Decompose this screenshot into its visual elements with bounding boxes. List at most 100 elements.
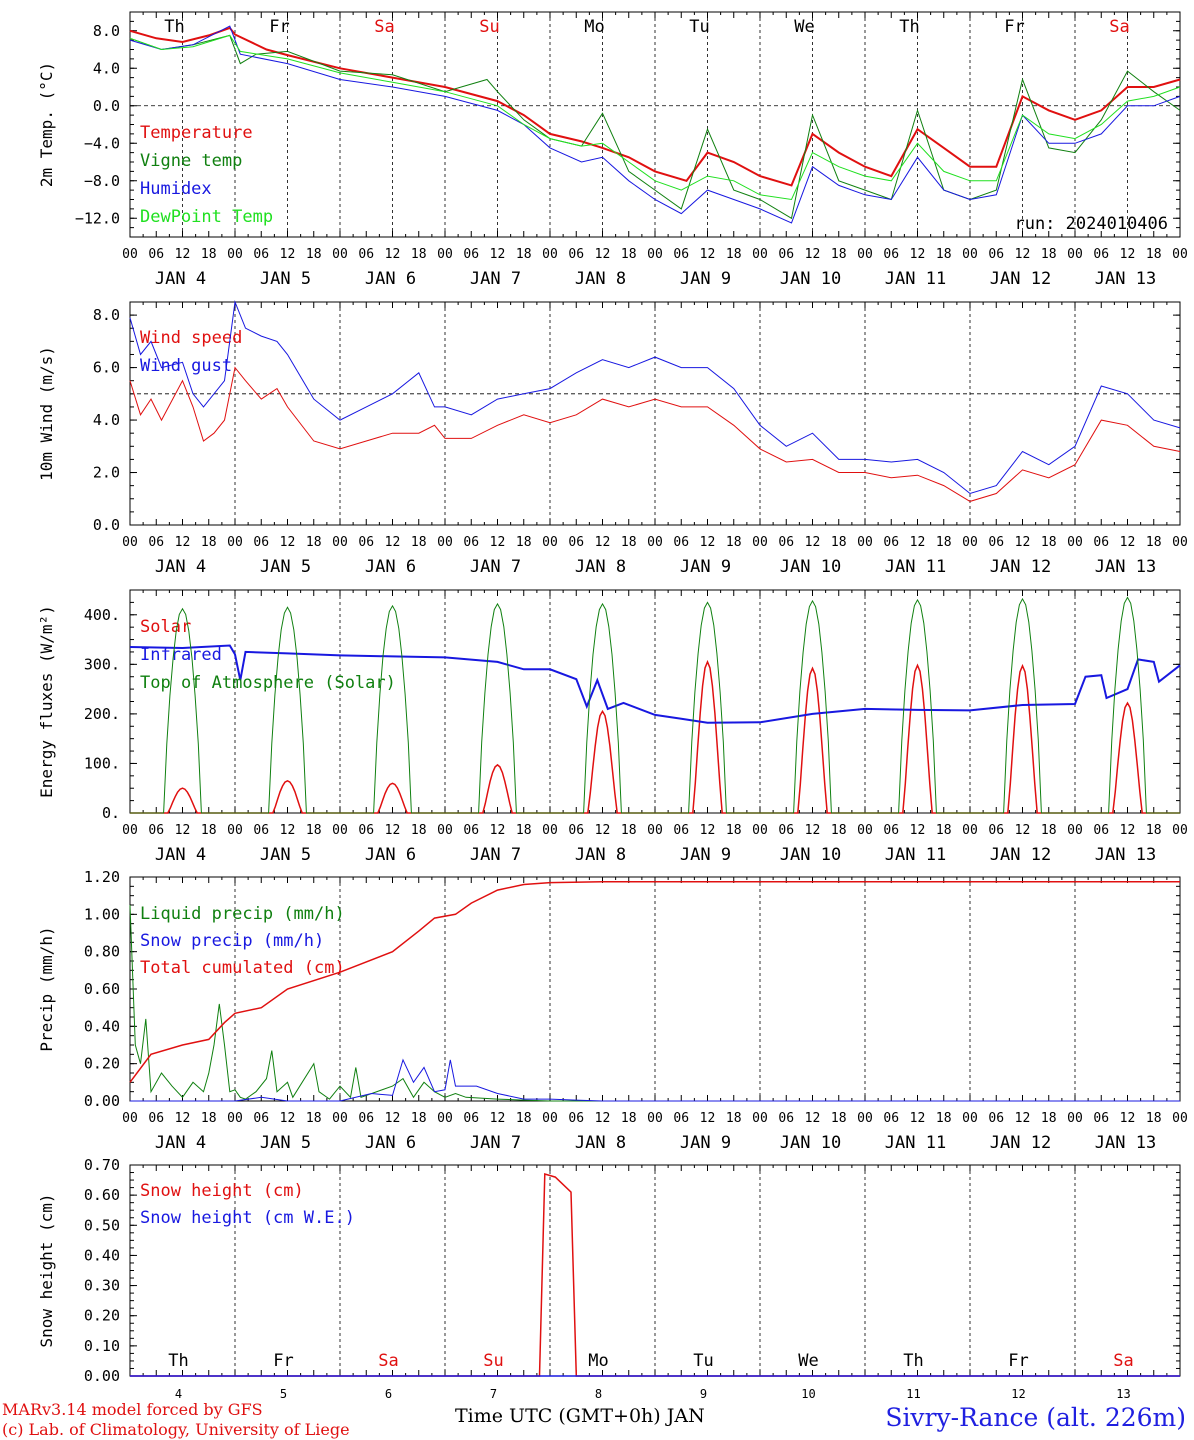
weekday-label: Th bbox=[168, 1351, 188, 1371]
date-label: JAN 4 bbox=[155, 557, 206, 577]
plot-frame bbox=[129, 301, 1181, 526]
series-line-dewpoint-temp bbox=[129, 34, 1181, 201]
weekday-label: Tu bbox=[689, 17, 709, 37]
weekday-label: Su bbox=[483, 1351, 503, 1371]
hour-tick-label: 18 bbox=[936, 1111, 952, 1126]
y-tick-label: 8.0 bbox=[93, 306, 120, 324]
hour-tick-label: 00 bbox=[857, 247, 873, 262]
hour-tick-label: 12 bbox=[490, 535, 506, 550]
y-axis-label: 2m Temp. (°C) bbox=[37, 62, 56, 187]
hour-tick-label: 18 bbox=[831, 247, 847, 262]
hour-tick-label: 00 bbox=[857, 535, 873, 550]
hour-tick-label: 00 bbox=[122, 247, 138, 262]
y-tick-label: 0.0 bbox=[93, 97, 120, 115]
hour-tick-label: 18 bbox=[726, 247, 742, 262]
hour-tick-label: 00 bbox=[752, 823, 768, 838]
y-tick-label: 200. bbox=[84, 705, 120, 723]
legend-entry: Snow height (cm) bbox=[140, 1181, 304, 1201]
date-label: JAN 13 bbox=[1095, 269, 1156, 289]
y-tick-label: −8.0 bbox=[84, 172, 120, 190]
hour-tick-label: 00 bbox=[332, 535, 348, 550]
date-label: JAN 10 bbox=[780, 269, 841, 289]
hour-tick-label: 18 bbox=[621, 535, 637, 550]
y-tick-label: 4.0 bbox=[93, 59, 120, 77]
weekday-label: Th bbox=[164, 17, 184, 37]
hour-tick-label: 06 bbox=[883, 1111, 899, 1126]
hour-tick-label: 06 bbox=[148, 1111, 164, 1126]
hour-tick-label: 12 bbox=[1120, 535, 1136, 550]
hour-tick-label: 00 bbox=[122, 823, 138, 838]
hour-tick-label: 18 bbox=[831, 823, 847, 838]
date-label: JAN 8 bbox=[575, 269, 626, 289]
weekday-label: Fr bbox=[1004, 17, 1024, 37]
hour-tick-label: 06 bbox=[673, 1111, 689, 1126]
y-tick-label: 1.00 bbox=[84, 905, 120, 923]
weekday-label: Sa bbox=[378, 1351, 398, 1371]
date-label: JAN 7 bbox=[470, 269, 521, 289]
hour-tick-label: 12 bbox=[1120, 823, 1136, 838]
hour-tick-label: 12 bbox=[280, 247, 296, 262]
y-tick-label: 0.40 bbox=[84, 1246, 120, 1264]
hour-tick-label: 06 bbox=[1093, 1111, 1109, 1126]
hour-tick-label: 06 bbox=[358, 247, 374, 262]
date-label: JAN 9 bbox=[680, 845, 731, 865]
y-axis-label: 10m Wind (m/s) bbox=[37, 346, 56, 481]
hour-tick-label: 12 bbox=[700, 535, 716, 550]
date-label: JAN 12 bbox=[990, 557, 1051, 577]
series-line-snow-precip-mm-h- bbox=[130, 1058, 1180, 1102]
weekday-label: Sa bbox=[1109, 17, 1129, 37]
panel-2: 0.0 2.0 4.0 6.0 8.0 10m Wind (m/s) 00 06 12 18 00 0… bbox=[37, 300, 1188, 577]
hour-tick-label: 06 bbox=[148, 247, 164, 262]
hour-tick-label: 12 bbox=[175, 1111, 191, 1126]
hour-tick-label: 12 bbox=[910, 823, 926, 838]
hour-tick-label: 06 bbox=[673, 535, 689, 550]
hour-tick-label: 18 bbox=[1041, 1111, 1057, 1126]
hour-tick-label: 12 bbox=[1015, 823, 1031, 838]
hour-tick-label: 18 bbox=[936, 247, 952, 262]
date-label: JAN 10 bbox=[780, 557, 841, 577]
hour-tick-label: 18 bbox=[411, 247, 427, 262]
date-label: JAN 11 bbox=[885, 1133, 946, 1153]
hour-tick-label: 06 bbox=[463, 247, 479, 262]
y-tick-label: 0.60 bbox=[84, 980, 120, 998]
hour-tick-label: 06 bbox=[778, 823, 794, 838]
hour-tick-label: 18 bbox=[1146, 823, 1162, 838]
y-tick-label: −4.0 bbox=[84, 134, 120, 152]
panel-1: −12.0 −8.0 −4.0 0.0 4.0 8.0 2m Temp. (°C) 00 06 1… bbox=[37, 11, 1188, 289]
hour-tick-label: 06 bbox=[1093, 247, 1109, 262]
hour-tick-label: 12 bbox=[280, 823, 296, 838]
hour-tick-label: 06 bbox=[463, 535, 479, 550]
legend-entry: Solar bbox=[140, 617, 191, 637]
hour-tick-label: 00 bbox=[437, 823, 453, 838]
hour-tick-label: 00 bbox=[1172, 823, 1188, 838]
weekday-label: Mo bbox=[584, 17, 604, 37]
hour-tick-label: 06 bbox=[253, 535, 269, 550]
hour-tick-label: 12 bbox=[490, 1111, 506, 1126]
date-label: JAN 9 bbox=[680, 269, 731, 289]
hour-tick-label: 00 bbox=[647, 1111, 663, 1126]
hour-tick-label: 12 bbox=[1015, 247, 1031, 262]
hour-tick-label: 18 bbox=[516, 247, 532, 262]
hour-tick-label: 18 bbox=[411, 823, 427, 838]
date-label: JAN 10 bbox=[780, 845, 841, 865]
y-axis-label: Energy fluxes (W/m²) bbox=[37, 605, 56, 798]
series-line-top-of-atmosphere-solar- bbox=[130, 596, 1180, 814]
hour-tick-label: 00 bbox=[227, 247, 243, 262]
day-number-label: 7 bbox=[490, 1387, 497, 1401]
hour-tick-label: 18 bbox=[621, 823, 637, 838]
hour-tick-label: 06 bbox=[463, 1111, 479, 1126]
hour-tick-label: 00 bbox=[227, 535, 243, 550]
y-tick-label: 0.10 bbox=[84, 1337, 120, 1355]
hour-tick-label: 00 bbox=[647, 247, 663, 262]
y-tick-label: 0.30 bbox=[84, 1277, 120, 1295]
hour-tick-label: 18 bbox=[1146, 535, 1162, 550]
legend-entry: Temperature bbox=[140, 123, 253, 143]
hour-tick-label: 06 bbox=[673, 247, 689, 262]
date-label: JAN 10 bbox=[780, 1133, 841, 1153]
day-number-label: 6 bbox=[385, 1387, 392, 1401]
hour-tick-label: 00 bbox=[962, 823, 978, 838]
hour-tick-label: 12 bbox=[385, 1111, 401, 1126]
panel-4: 0.00 0.20 0.40 0.60 0.80 1.00 1.20 Precip (mm/h… bbox=[37, 868, 1188, 1153]
date-label: JAN 9 bbox=[680, 557, 731, 577]
